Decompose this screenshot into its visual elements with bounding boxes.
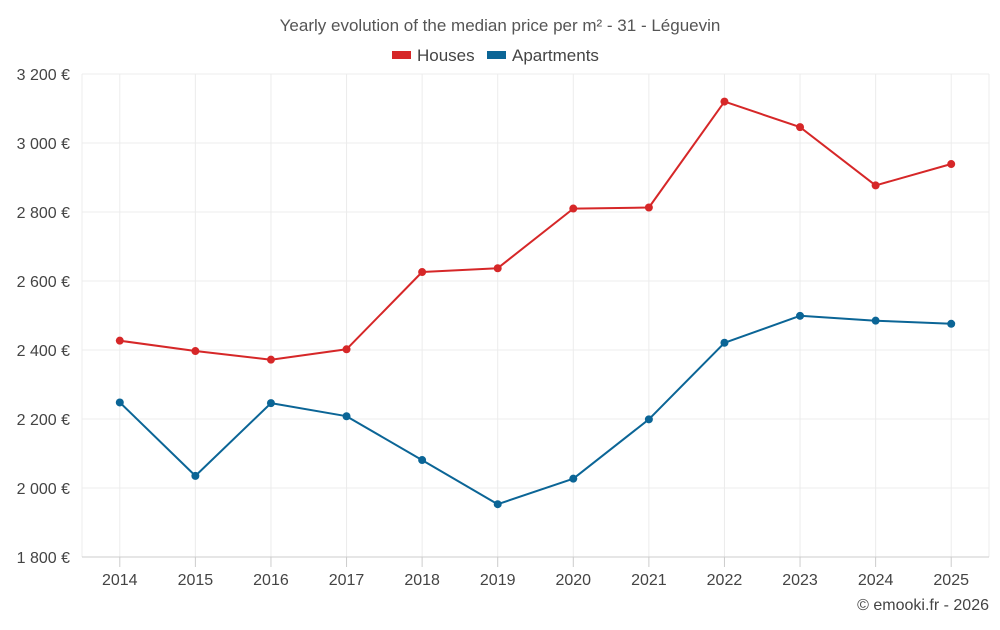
series-line-houses <box>119 100 952 361</box>
data-point-houses-2015[interactable] <box>191 347 200 356</box>
y-tick-label: 2 800 € <box>17 205 70 222</box>
data-point-houses-2017[interactable] <box>342 345 351 354</box>
data-point-houses-2023[interactable] <box>796 123 805 132</box>
data-point-apartments-2019[interactable] <box>493 500 502 509</box>
credit-text: © emooki.fr - 2026 <box>857 597 989 614</box>
data-point-houses-2025[interactable] <box>947 160 956 169</box>
data-point-houses-2022[interactable] <box>720 97 729 106</box>
x-tick-label-2025: 2025 <box>933 572 969 589</box>
legend-swatch-apartments <box>487 51 506 59</box>
y-tick-label: 1 800 € <box>17 550 70 567</box>
legend-item-apartments[interactable]: Apartments <box>487 46 599 65</box>
data-point-apartments-2018[interactable] <box>418 456 427 465</box>
data-point-apartments-2023[interactable] <box>796 311 805 320</box>
x-tick-label-2021: 2021 <box>631 572 667 589</box>
y-tick-label: 3 200 € <box>17 67 70 84</box>
data-point-houses-2018[interactable] <box>418 268 427 277</box>
data-point-apartments-2022[interactable] <box>720 338 729 347</box>
legend-item-houses[interactable]: Houses <box>392 46 475 65</box>
y-tick-label: 3 000 € <box>17 136 70 153</box>
data-point-apartments-2017[interactable] <box>342 412 351 421</box>
grid <box>81 73 990 557</box>
x-tick-label-2020: 2020 <box>555 572 591 589</box>
x-tick-label-2019: 2019 <box>480 572 516 589</box>
data-point-apartments-2016[interactable] <box>266 399 275 408</box>
chart-title: Yearly evolution of the median price per… <box>280 16 721 35</box>
data-point-houses-2014[interactable] <box>115 336 124 345</box>
data-point-houses-2019[interactable] <box>493 264 502 273</box>
x-tick-label-2022: 2022 <box>707 572 743 589</box>
data-point-apartments-2025[interactable] <box>947 319 956 328</box>
x-tick-label-2024: 2024 <box>858 572 894 589</box>
legend-label-apartments: Apartments <box>512 46 599 65</box>
data-point-apartments-2014[interactable] <box>115 398 124 407</box>
x-tick-label-2014: 2014 <box>102 572 138 589</box>
data-point-houses-2021[interactable] <box>644 203 653 212</box>
legend-swatch-houses <box>392 51 411 59</box>
data-point-houses-2024[interactable] <box>871 181 880 190</box>
legend: Houses Apartments <box>392 46 599 65</box>
y-tick-label: 2 600 € <box>17 274 70 291</box>
y-axis-tick-labels: 1 800 € 2 000 € 2 200 € 2 400 € 2 600 € 2 800… <box>17 67 70 567</box>
axes <box>82 556 989 567</box>
y-tick-label: 2 400 € <box>17 343 70 360</box>
y-tick-label: 2 200 € <box>17 412 70 429</box>
x-tick-label-2017: 2017 <box>329 572 365 589</box>
x-axis-tick-labels: 2014 2015 2016 2017 2018 2019 2020 2021 2022 2023… <box>102 572 969 589</box>
data-point-apartments-2015[interactable] <box>191 471 200 480</box>
x-tick-label-2018: 2018 <box>404 572 440 589</box>
series <box>115 97 956 509</box>
x-tick-label-2015: 2015 <box>178 572 214 589</box>
data-point-apartments-2021[interactable] <box>644 415 653 424</box>
legend-label-houses: Houses <box>417 46 475 65</box>
y-tick-label: 2 000 € <box>17 481 70 498</box>
data-point-apartments-2020[interactable] <box>569 474 578 483</box>
data-point-houses-2016[interactable] <box>266 355 275 364</box>
x-tick-label-2023: 2023 <box>782 572 818 589</box>
data-point-apartments-2024[interactable] <box>871 316 880 325</box>
data-point-houses-2020[interactable] <box>569 204 578 213</box>
x-tick-label-2016: 2016 <box>253 572 289 589</box>
series-line-apartments <box>119 314 952 506</box>
